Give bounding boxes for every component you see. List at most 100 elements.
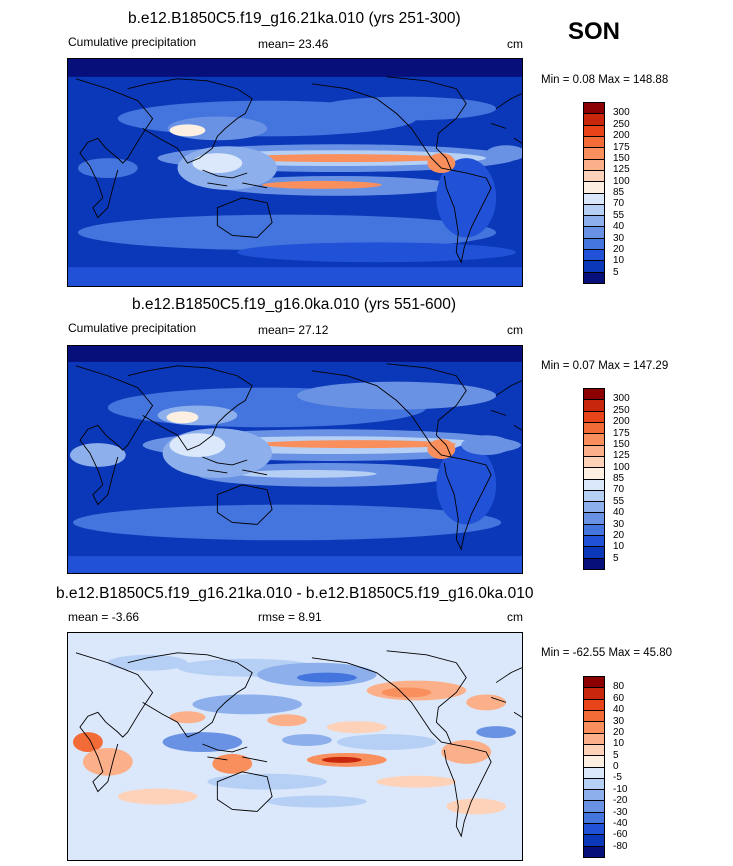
colorbar-swatch: [584, 558, 604, 569]
colorbar-swatch: [584, 114, 604, 126]
colorbar-label: 175: [613, 141, 630, 153]
colorbar-swatch: [584, 103, 604, 115]
colorbar-label: 10: [613, 255, 625, 267]
colorbar-label: 150: [613, 438, 630, 450]
colorbar-swatch: [584, 524, 604, 537]
colorbar-swatch: [584, 125, 604, 137]
colorbar-label: 30: [613, 518, 625, 530]
colorbar-label: 250: [613, 118, 630, 130]
colorbar-label: 5: [613, 552, 619, 564]
colorbar-swatch: [584, 227, 604, 239]
colorbar-label: 70: [613, 198, 625, 210]
colorbar-swatch: [584, 778, 604, 791]
colorbar-label: -30: [613, 806, 628, 818]
colorbar-label: 300: [613, 393, 630, 405]
colorbar-swatch: [584, 677, 604, 689]
colorbar-swatch: [584, 547, 604, 559]
colorbar-swatch: [584, 722, 604, 734]
colorbar-label: 40: [613, 507, 625, 519]
season-label: SON: [568, 18, 621, 45]
colorbar-swatch: [584, 479, 604, 491]
colorbar-label: 200: [613, 130, 630, 142]
colorbar-label: -40: [613, 817, 628, 829]
colorbar-label: 5: [613, 266, 619, 278]
panel-2-variable-label: Cumulative precipitation: [68, 321, 197, 335]
colorbar-swatch: [584, 790, 604, 802]
colorbar-label: -80: [613, 840, 628, 852]
colorbar-swatch: [584, 148, 604, 160]
panel-2-minmax: Min = 0.07 Max = 147.29: [541, 360, 669, 372]
colorbar-swatch: [584, 733, 604, 745]
colorbar-label: 100: [613, 175, 630, 187]
colorbar-swatch: [584, 490, 604, 503]
panel-3-rmse: rmse = 8.91: [258, 610, 322, 624]
colorbar-swatch: [584, 824, 604, 836]
colorbar-label: -10: [613, 783, 628, 795]
panel-1-variable-label: Cumulative precipitation: [68, 35, 197, 49]
colorbar-swatch: [584, 468, 604, 480]
colorbar-label: 125: [613, 164, 630, 176]
panel-3-map: [67, 632, 523, 861]
colorbar-swatch: [584, 182, 604, 194]
colorbar-label: 55: [613, 209, 625, 221]
colorbar-label: 100: [613, 461, 630, 473]
colorbar-label: -60: [613, 829, 628, 841]
colorbar-swatch: [584, 136, 604, 149]
colorbar-label: 30: [613, 715, 625, 727]
panel-3-mean: mean = -3.66: [68, 610, 140, 624]
panel-1-mean: mean= 23.46: [258, 37, 329, 51]
colorbar-swatch: [584, 400, 604, 412]
panel-1-colorbar: [583, 102, 605, 284]
colorbar-label: 80: [613, 681, 625, 693]
colorbar-label: 20: [613, 726, 625, 738]
colorbar-swatch: [584, 801, 604, 813]
colorbar-label: 55: [613, 495, 625, 507]
colorbar-label: 250: [613, 404, 630, 416]
colorbar-swatch: [584, 744, 604, 757]
colorbar-swatch: [584, 238, 604, 251]
colorbar-label: 85: [613, 187, 625, 198]
colorbar-label: 5: [613, 749, 619, 761]
colorbar-swatch: [584, 710, 604, 723]
colorbar-label: 40: [613, 221, 625, 233]
colorbar-swatch: [584, 756, 604, 768]
panel-3-minmax: Min = -62.55 Max = 45.80: [541, 647, 673, 659]
panel-1-title: b.e12.B1850C5.f19_g16.21ka.010 (yrs 251-…: [128, 10, 461, 27]
colorbar-label: 150: [613, 152, 630, 164]
colorbar-swatch: [584, 170, 604, 183]
panel-1-map-svg: [68, 59, 522, 286]
colorbar-swatch: [584, 422, 604, 435]
colorbar-label: 20: [613, 243, 625, 255]
colorbar-label: 300: [613, 107, 630, 119]
colorbar-label: 175: [613, 427, 630, 439]
colorbar-swatch: [584, 193, 604, 205]
panel-1-map: [67, 58, 523, 287]
panel-1-minmax: Min = 0.08 Max = 148.88: [541, 74, 669, 86]
colorbar-swatch: [584, 536, 604, 548]
panel-2-mean: mean= 27.12: [258, 323, 329, 337]
colorbar-swatch: [584, 216, 604, 228]
panel-3-title: b.e12.B1850C5.f19_g16.21ka.010 - b.e12.B…: [56, 585, 534, 602]
colorbar-label: 0: [613, 761, 619, 772]
colorbar-swatch: [584, 159, 604, 171]
panel-3-map-svg: [68, 633, 522, 860]
colorbar-label: -20: [613, 795, 628, 807]
colorbar-label: 85: [613, 473, 625, 484]
panel-2-units: cm: [507, 323, 523, 337]
panel-2-title: b.e12.B1850C5.f19_g16.0ka.010 (yrs 551-6…: [132, 296, 457, 313]
colorbar-label: 60: [613, 692, 625, 704]
colorbar-label: 40: [613, 704, 625, 716]
colorbar-label: 20: [613, 529, 625, 541]
colorbar-swatch: [584, 389, 604, 401]
colorbar-swatch: [584, 835, 604, 847]
colorbar-label: 70: [613, 484, 625, 496]
panel-2-map-svg: [68, 346, 522, 573]
colorbar-swatch: [584, 688, 604, 700]
colorbar-swatch: [584, 846, 604, 857]
colorbar-swatch: [584, 261, 604, 273]
panel-2-colorbar: [583, 388, 605, 570]
colorbar-swatch: [584, 812, 604, 825]
colorbar-label: 200: [613, 416, 630, 428]
colorbar-swatch: [584, 250, 604, 262]
colorbar-swatch: [584, 204, 604, 217]
